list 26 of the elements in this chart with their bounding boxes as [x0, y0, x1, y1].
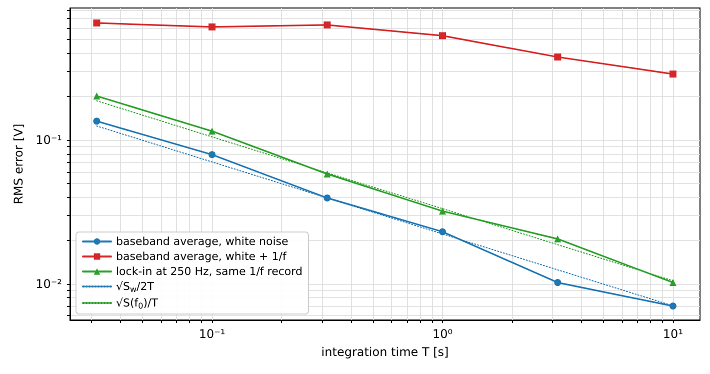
point — [208, 151, 216, 158]
x-tick-label: 10⁰ — [432, 327, 453, 341]
y-tick-label: 10⁻² — [36, 276, 62, 291]
x-tick-label: 10¹ — [662, 327, 684, 341]
legend-label: lock-in at 250 Hz, same 1/f record — [116, 265, 302, 278]
point — [93, 92, 100, 100]
point — [554, 279, 562, 286]
point — [438, 32, 446, 40]
point — [669, 302, 676, 310]
point — [439, 228, 446, 236]
point — [554, 54, 562, 61]
x-tick-label: 10⁻¹ — [198, 327, 226, 341]
point — [208, 23, 216, 30]
point — [208, 128, 216, 135]
point — [438, 208, 446, 215]
point — [669, 70, 676, 78]
legend-label: baseband average, white noise — [116, 235, 289, 248]
point — [669, 279, 676, 286]
point — [324, 21, 331, 28]
legend-label: baseband average, white + 1/f — [116, 250, 288, 263]
point — [554, 235, 562, 242]
point — [93, 118, 100, 125]
x-axis-title: integration time T [s] — [321, 345, 449, 359]
y-axis-title: RMS error [V] — [12, 124, 26, 204]
point — [324, 194, 331, 202]
point — [93, 19, 100, 26]
